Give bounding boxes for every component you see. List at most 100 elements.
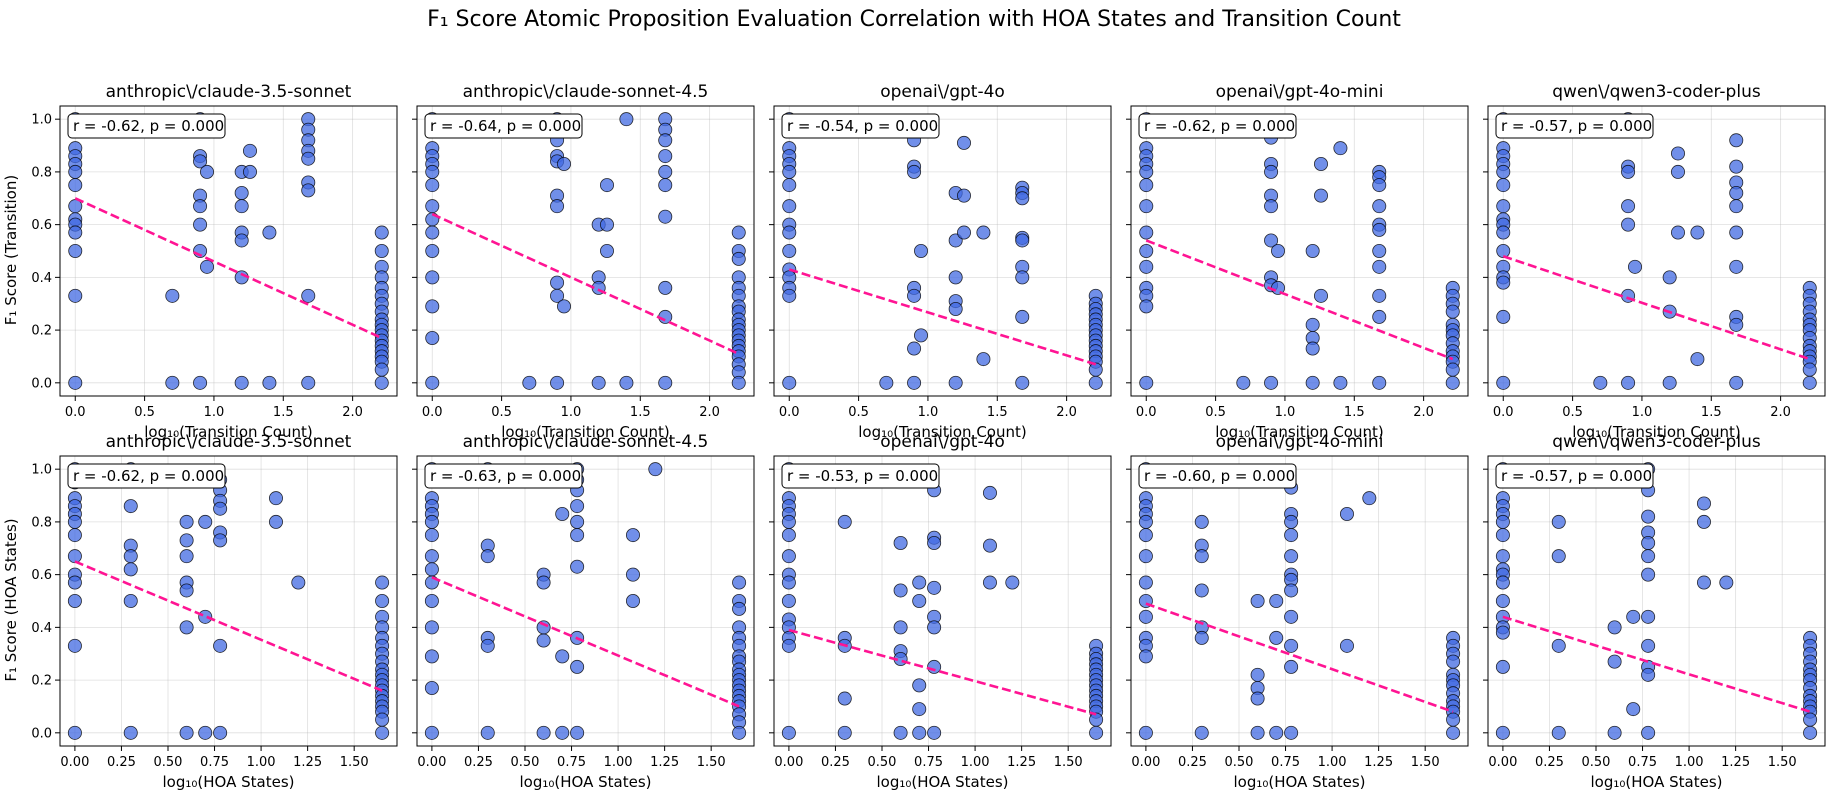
data-point xyxy=(1803,725,1818,740)
data-point xyxy=(1284,659,1299,674)
correlation-annotation: r = -0.62, p = 0.000 xyxy=(1144,117,1295,135)
x-tick-label: 1.0 xyxy=(918,405,939,420)
data-point xyxy=(1250,725,1265,740)
data-point xyxy=(198,725,213,740)
axes-frame xyxy=(773,105,1112,397)
x-tick-label: 0.0 xyxy=(1493,405,1514,420)
data-point xyxy=(1690,352,1705,367)
data-point xyxy=(1729,375,1744,390)
data-point xyxy=(1284,638,1299,653)
data-point xyxy=(619,375,634,390)
data-point xyxy=(907,164,922,179)
data-point xyxy=(1250,594,1265,609)
data-point xyxy=(213,638,228,653)
x-tick-label: 0.00 xyxy=(60,755,89,770)
axes-frame xyxy=(59,105,398,397)
annotation-box xyxy=(1138,463,1297,489)
axes-frame xyxy=(416,105,755,397)
correlation-annotation: r = -0.62, p = 0.000 xyxy=(73,467,224,485)
row1-ylabel: F₁ Score (Transition) xyxy=(2,175,20,325)
panel-title: openai\/gpt-4o-mini xyxy=(1216,432,1384,452)
data-point xyxy=(599,217,614,232)
panel-title: qwen\/qwen3-coder-plus xyxy=(1552,432,1761,452)
data-point xyxy=(879,375,894,390)
data-point xyxy=(570,528,585,543)
x-axis-label: log₁₀(HOA States) xyxy=(1591,773,1723,791)
data-point xyxy=(179,549,194,564)
axes-frame xyxy=(59,455,398,747)
data-point xyxy=(1662,270,1677,285)
y-tick-label: 0.0 xyxy=(31,726,52,741)
data-point xyxy=(893,620,908,635)
x-axis-label: log₁₀(Transition Count) xyxy=(858,423,1026,441)
data-point xyxy=(1089,712,1104,727)
data-point xyxy=(425,330,440,345)
data-point xyxy=(1269,594,1284,609)
data-point xyxy=(301,151,316,166)
x-tick-label: 1.5 xyxy=(987,405,1008,420)
data-point xyxy=(1194,549,1209,564)
x-tick-label: 1.00 xyxy=(604,755,633,770)
data-point xyxy=(179,725,194,740)
data-point xyxy=(1446,725,1461,740)
data-point xyxy=(570,499,585,514)
data-point xyxy=(425,299,440,314)
x-tick-label: 0.75 xyxy=(1271,755,1300,770)
regression-line xyxy=(788,628,1097,716)
x-tick-label: 0.00 xyxy=(774,755,803,770)
data-point xyxy=(1372,199,1387,214)
x-tick-label: 0.25 xyxy=(1178,755,1207,770)
data-point xyxy=(1607,725,1622,740)
x-tick-label: 1.0 xyxy=(561,405,582,420)
data-point xyxy=(1551,725,1566,740)
data-point xyxy=(982,538,997,553)
data-point xyxy=(948,270,963,285)
data-point xyxy=(1333,141,1348,156)
x-tick-label: 0.5 xyxy=(1562,405,1583,420)
data-point xyxy=(375,712,390,727)
data-point xyxy=(234,233,249,248)
data-point xyxy=(1719,575,1734,590)
data-point xyxy=(1372,375,1387,390)
correlation-annotation: r = -0.57, p = 0.000 xyxy=(1501,467,1652,485)
data-point xyxy=(1641,725,1656,740)
regression-line xyxy=(1145,602,1454,713)
data-point xyxy=(193,154,208,169)
data-point xyxy=(1496,164,1511,179)
data-point xyxy=(1729,199,1744,214)
data-point xyxy=(956,188,971,203)
panel-1-2: 0.00 0.25 0.50 0.75 1.00 1.25 1.50 r = -0.53, p… xyxy=(769,432,1112,791)
data-point xyxy=(1641,567,1656,582)
data-point xyxy=(536,620,551,635)
data-point xyxy=(67,725,82,740)
data-point xyxy=(1551,549,1566,564)
data-point xyxy=(68,375,83,390)
data-point xyxy=(67,575,82,590)
y-tick-label: 0.2 xyxy=(31,324,52,339)
axes-frame xyxy=(1487,105,1826,397)
data-point xyxy=(480,549,495,564)
data-point xyxy=(268,491,283,506)
data-point xyxy=(893,725,908,740)
data-point xyxy=(68,288,83,303)
data-point xyxy=(1495,575,1510,590)
correlation-annotation: r = -0.64, p = 0.000 xyxy=(430,117,581,135)
data-point xyxy=(781,549,796,564)
x-tick-label: 1.50 xyxy=(697,755,726,770)
data-point xyxy=(625,528,640,543)
panel-title: anthropic\/claude-sonnet-4.5 xyxy=(463,82,709,102)
data-point xyxy=(1372,309,1387,324)
data-point xyxy=(123,594,138,609)
data-point xyxy=(179,583,194,598)
data-point xyxy=(927,580,942,595)
data-point xyxy=(213,725,228,740)
data-point xyxy=(648,462,663,477)
data-point xyxy=(982,485,997,500)
data-point xyxy=(1670,164,1685,179)
data-point xyxy=(424,514,439,529)
x-tick-label: 1.00 xyxy=(961,755,990,770)
y-tick-label: 0.8 xyxy=(31,515,52,530)
axes-frame xyxy=(1130,105,1469,397)
panel-1-0: 0.00 0.25 0.50 0.75 1.00 1.25 1.50 0.0 0.2 0.4 0.6… xyxy=(31,432,398,791)
axes-frame xyxy=(416,455,755,747)
